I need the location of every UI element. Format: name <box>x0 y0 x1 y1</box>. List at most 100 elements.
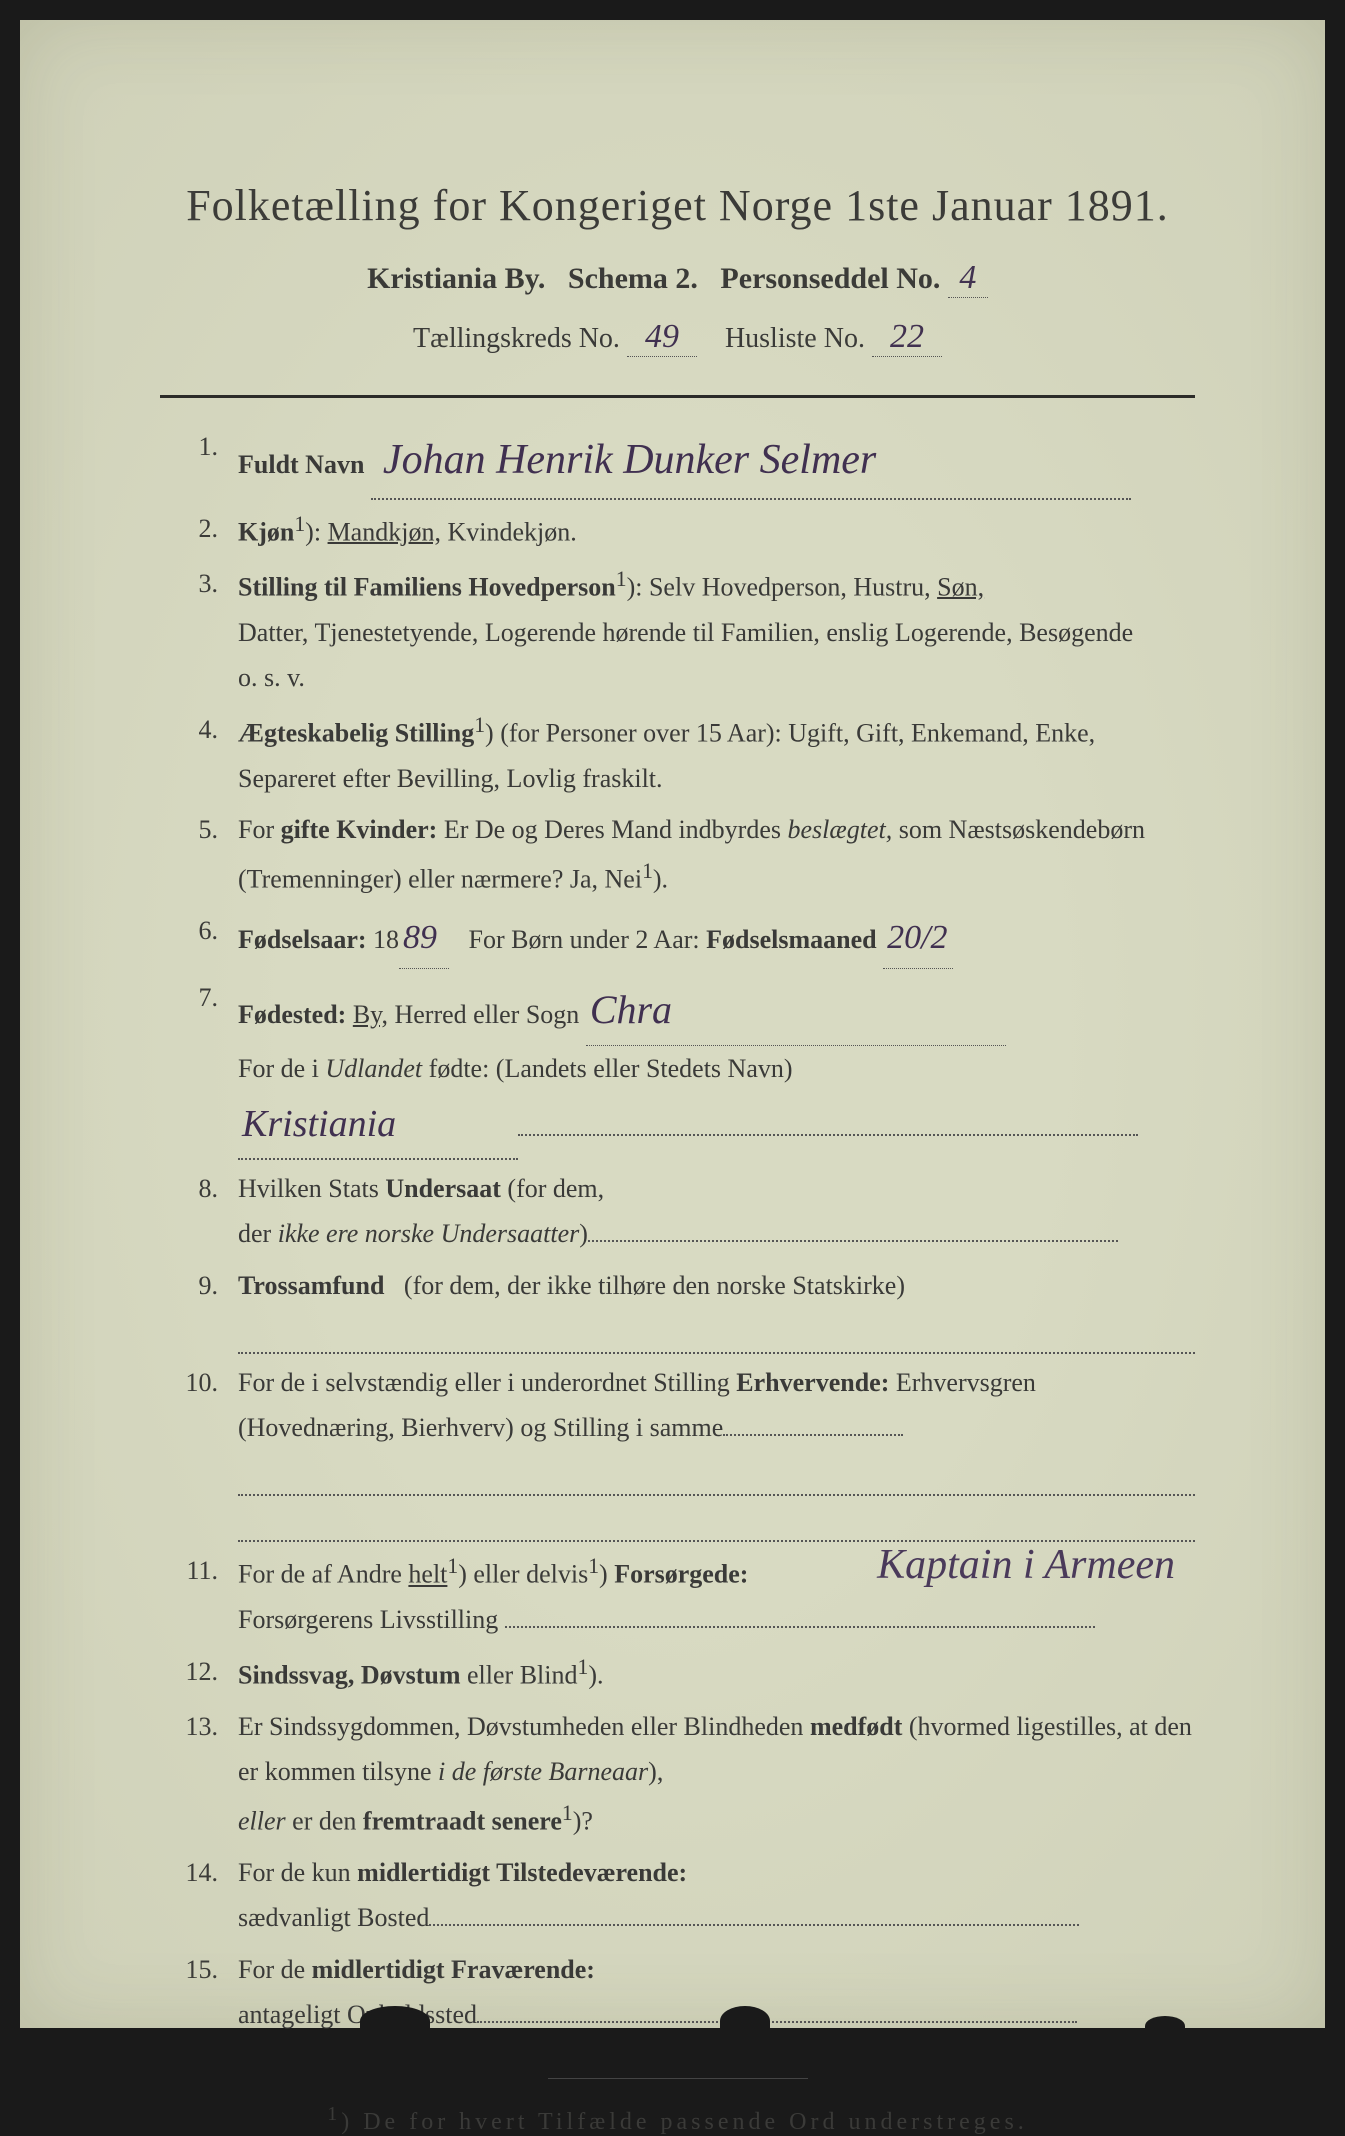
birthyear-value: 89 <box>399 908 449 969</box>
dotted <box>588 1240 1118 1242</box>
married-women-label: gifte Kvinder: <box>281 815 438 844</box>
kreds-label: Tællingskreds No. <box>413 323 620 354</box>
item-2: 2. Kjøn1): Mandkjøn, Kvindekjøn. <box>170 506 1195 555</box>
supporter-value: Kaptain i Armeen <box>877 1542 1175 1588</box>
dotted <box>518 1134 1138 1136</box>
item-num: 10. <box>170 1360 238 1542</box>
text: eller Blind <box>467 1660 577 1689</box>
sup2: 1 <box>588 1554 599 1578</box>
person-label: Personseddel No. <box>720 262 940 295</box>
em2: eller <box>238 1806 286 1835</box>
item-num: 14. <box>170 1850 238 1941</box>
form-subsub: Tællingskreds No. 49 Husliste No. 22 <box>160 318 1195 357</box>
relation-opts1: Selv Hovedperson, Hustru, <box>649 572 937 601</box>
close: ). <box>653 865 668 894</box>
line2: antageligt Opholdssted <box>238 1992 1195 2038</box>
item-num: 4. <box>170 707 238 802</box>
form-title: Folketælling for Kongeriget Norge 1ste J… <box>160 180 1195 231</box>
birthmonth-label: Fødselsmaaned <box>706 925 876 954</box>
birthyear-label: Fødselsaar: <box>238 925 367 954</box>
dotted <box>505 1626 1095 1628</box>
text1: For de af Andre <box>238 1560 402 1589</box>
item-body: For de midlertidigt Fraværende: antageli… <box>238 1947 1195 2038</box>
abroad-line: For de i Udlandet fødte: (Landets eller … <box>238 1046 1195 1092</box>
close1: ), <box>648 1757 663 1786</box>
item-9: 9. Trossamfund (for dem, der ikke tilhør… <box>170 1263 1195 1354</box>
religion-text: (for dem, der ikke tilhøre den norske St… <box>404 1271 905 1300</box>
sup: 1 <box>578 1655 589 1679</box>
dotted <box>477 2021 1077 2023</box>
em: ikke ere norske Undersaatter <box>278 1219 580 1248</box>
sup: 1 <box>562 1801 573 1825</box>
item-num: 5. <box>170 807 238 902</box>
disability-label: Sindssvag, Døvstum <box>238 1660 461 1689</box>
sup: 1 <box>642 859 653 883</box>
item-num: 6. <box>170 908 238 969</box>
line2: eller er den fremtraadt senere1)? <box>238 1795 1195 1844</box>
dotted <box>429 1924 1079 1926</box>
item-body: Trossamfund (for dem, der ikke tilhøre d… <box>238 1263 1195 1354</box>
close: ). <box>588 1660 603 1689</box>
temp-present-label: midlertidigt Tilstedeværende: <box>357 1858 687 1887</box>
item-body: Fødested: By, Herred eller Sogn Chra For… <box>238 975 1195 1160</box>
item-num: 2. <box>170 506 238 555</box>
item-13: 13. Er Sindssygdommen, Døvstumheden elle… <box>170 1704 1195 1844</box>
kreds-no-value: 49 <box>627 318 697 357</box>
item-num: 15. <box>170 1947 238 2038</box>
subject-label: Undersaat <box>385 1174 501 1203</box>
birthplace-value: Chra <box>586 975 1006 1046</box>
line2: sædvanligt Bosted <box>238 1895 1195 1941</box>
abroad-value-line: Kristiania <box>238 1091 1195 1160</box>
sup: 1 <box>474 713 485 737</box>
husliste-no-value: 22 <box>872 318 942 357</box>
item-12: 12. Sindssvag, Døvstum eller Blind1). <box>170 1649 1195 1698</box>
top-rule <box>160 395 1195 398</box>
item-8: 8. Hvilken Stats Undersaat (for dem, der… <box>170 1166 1195 1257</box>
item-5: 5. For gifte Kvinder: Er De og Deres Man… <box>170 807 1195 902</box>
item-num: 7. <box>170 975 238 1160</box>
temp-absent-label: midlertidigt Fraværende: <box>312 1955 595 1984</box>
form-subtitle: Kristiania By. Schema 2. Personseddel No… <box>160 259 1195 298</box>
text2: Forsørgerens Livsstilling <box>238 1605 498 1634</box>
pre: For <box>238 815 281 844</box>
sup: 1 <box>616 567 627 591</box>
em: Udlandet <box>325 1054 422 1083</box>
relation-opts2: Datter, Tjenestetyende, Logerende hørend… <box>238 610 1195 656</box>
item-body: Sindssvag, Døvstum eller Blind1). <box>238 1649 1195 1698</box>
item-body: Er Sindssygdommen, Døvstumheden eller Bl… <box>238 1704 1195 1844</box>
text2: antageligt Opholdssted <box>238 2000 477 2029</box>
later-label: fremtraadt senere <box>363 1806 562 1835</box>
fullname-label: Fuldt Navn <box>238 450 364 479</box>
item-body: Stilling til Familiens Hovedperson1): Se… <box>238 561 1195 701</box>
em1: i de første Barneaar <box>438 1757 648 1786</box>
item-num: 3. <box>170 561 238 701</box>
item-body: Hvilken Stats Undersaat (for dem, der ik… <box>238 1166 1195 1257</box>
mid: For Børn under 2 Aar: <box>469 925 700 954</box>
text1: For de i selvstændig eller i underordnet… <box>238 1368 730 1397</box>
item-6: 6. Fødselsaar: 1889 For Børn under 2 Aar… <box>170 908 1195 969</box>
dotted-2 <box>238 1500 1195 1542</box>
item-3: 3. Stilling til Familiens Hovedperson1):… <box>170 561 1195 701</box>
close: ) <box>599 1560 608 1589</box>
item-num: 8. <box>170 1166 238 1257</box>
mid: ) eller delvis <box>458 1560 588 1589</box>
birthplace-label: Fødested: <box>238 1000 346 1029</box>
close: ): <box>627 572 643 601</box>
text3: er den <box>292 1806 356 1835</box>
text2: (for dem, <box>507 1174 604 1203</box>
helt: helt <box>408 1560 447 1589</box>
sup1: 1 <box>447 1554 458 1578</box>
line2: der ikke ere norske Undersaatter) <box>238 1211 1195 1257</box>
text2: sædvanligt Bosted <box>238 1903 429 1932</box>
sup: 1 <box>294 512 305 536</box>
item-14: 14. For de kun midlertidigt Tilstedevære… <box>170 1850 1195 1941</box>
close: ) <box>485 718 494 747</box>
item-body: For gifte Kvinder: Er De og Deres Mand i… <box>238 807 1195 902</box>
census-form-page: Folketælling for Kongeriget Norge 1ste J… <box>20 20 1325 2028</box>
by-opt: By, <box>353 1000 388 1029</box>
item-body: For de kun midlertidigt Tilstedeværende:… <box>238 1850 1195 1941</box>
footnote-sup: 1 <box>327 2103 341 2125</box>
supported-label: Forsørgede: <box>614 1560 748 1589</box>
relation-son: Søn, <box>937 572 984 601</box>
item-num: 9. <box>170 1263 238 1354</box>
